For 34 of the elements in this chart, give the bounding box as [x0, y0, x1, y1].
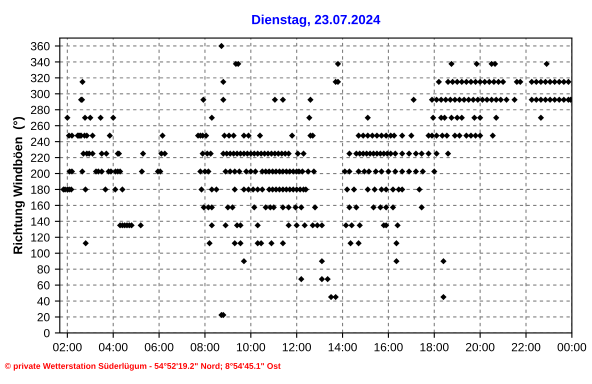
x-tick-label: 02:00 — [53, 342, 82, 352]
x-tick-label: 10:00 — [236, 342, 266, 352]
y-tick-label: 360 — [30, 42, 50, 50]
y-tick-label: 280 — [30, 106, 50, 114]
x-tick-label: 12:00 — [282, 342, 311, 352]
y-tick-label: 60 — [38, 281, 50, 290]
y-tick-label: 180 — [31, 185, 50, 194]
y-tick-label: 240 — [30, 138, 50, 146]
y-tick-label: 300 — [30, 90, 50, 98]
y-tick-label: 80 — [37, 265, 50, 274]
y-tick-label: 20 — [38, 313, 50, 322]
x-tick-label: 20:00 — [466, 342, 494, 352]
text: © private Wetterstation Süderlügum - 54°52'19.2" Nord; 8°54'45.1" Ost — [4, 362, 281, 371]
chart-title: Dienstag, 23.07.2024 — [252, 14, 380, 27]
x-tick-label: 08:00 — [190, 342, 220, 352]
y-tick-label: 40 — [37, 297, 50, 306]
y-tick-label: 200 — [30, 170, 50, 178]
y-tick-label: 100 — [31, 249, 50, 258]
x-tick-label: 16:00 — [374, 342, 403, 352]
x-tick-label: 22:00 — [512, 342, 540, 352]
y-tick-label: 260 — [30, 122, 50, 130]
y-tick-label: 140 — [31, 217, 50, 226]
y-tick-label: 320 — [30, 74, 50, 82]
x-tick-label: 18:00 — [420, 342, 449, 352]
x-tick-label: 06:00 — [144, 342, 174, 352]
x-tick-label: 14:00 — [328, 342, 357, 352]
y-axis-title: Richtung Windböen (°) — [13, 116, 25, 254]
y-tick-label: 0 — [44, 328, 50, 338]
y-tick-label: 340 — [30, 58, 50, 66]
x-tick-label: 00:00 — [558, 342, 586, 352]
x-tick-label: 04:00 — [98, 342, 128, 352]
y-tick-label: 220 — [30, 154, 50, 162]
y-tick-label: 160 — [31, 201, 50, 210]
y-tick-label: 120 — [31, 233, 50, 242]
